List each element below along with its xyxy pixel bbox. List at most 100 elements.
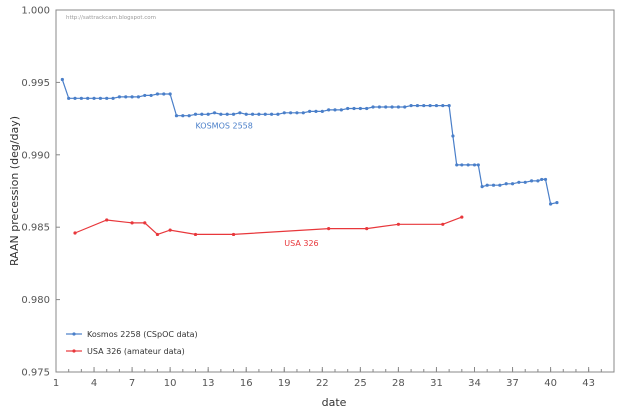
x-tick-label: 1 bbox=[53, 378, 59, 389]
data-point bbox=[181, 114, 185, 118]
legend-swatch-point bbox=[72, 332, 76, 336]
data-point bbox=[269, 112, 274, 116]
data-point bbox=[529, 179, 534, 183]
y-tick-label: 0.990 bbox=[21, 150, 50, 161]
data-point bbox=[390, 105, 394, 109]
legend-label: USA 326 (amateur data) bbox=[87, 347, 185, 356]
data-point bbox=[339, 108, 343, 112]
data-point bbox=[384, 105, 388, 109]
data-point bbox=[320, 109, 324, 113]
data-point bbox=[510, 182, 515, 186]
data-point bbox=[143, 93, 147, 98]
data-point bbox=[480, 185, 484, 189]
data-point bbox=[162, 92, 166, 96]
data-point bbox=[498, 183, 502, 187]
data-point bbox=[455, 163, 459, 167]
data-point bbox=[257, 112, 261, 116]
data-point bbox=[491, 183, 496, 187]
data-point bbox=[327, 108, 331, 112]
data-point bbox=[238, 111, 242, 115]
data-point bbox=[143, 221, 147, 225]
data-point bbox=[111, 96, 115, 100]
data-point bbox=[352, 106, 356, 111]
data-point bbox=[346, 106, 350, 111]
data-point bbox=[434, 103, 439, 108]
y-axis-ticks: 0.975 0.980 0.985 0.990 0.995 1.000 bbox=[21, 6, 60, 379]
data-point bbox=[130, 221, 134, 225]
data-point bbox=[548, 202, 553, 206]
watermark: http://sattrackcam.blogspot.com bbox=[66, 15, 156, 21]
data-point bbox=[92, 96, 96, 100]
data-point bbox=[377, 105, 381, 109]
data-point bbox=[555, 200, 559, 205]
series-annotation: USA 326 bbox=[284, 239, 318, 248]
data-point bbox=[168, 228, 172, 232]
x-tick-label: 34 bbox=[468, 378, 481, 389]
data-point bbox=[289, 111, 293, 115]
legend-swatch-point bbox=[72, 349, 76, 353]
y-tick-label: 0.975 bbox=[21, 368, 50, 379]
data-point bbox=[504, 182, 508, 186]
data-point bbox=[517, 180, 521, 184]
data-point bbox=[86, 96, 90, 100]
data-point bbox=[124, 95, 128, 99]
x-axis-title: date bbox=[322, 396, 347, 409]
data-point bbox=[441, 222, 445, 226]
x-tick-label: 13 bbox=[202, 378, 215, 389]
data-point bbox=[250, 112, 255, 116]
data-point bbox=[174, 114, 179, 118]
data-point bbox=[282, 111, 286, 115]
x-tick-label: 37 bbox=[506, 378, 519, 389]
x-tick-label: 16 bbox=[240, 378, 253, 389]
y-tick-label: 0.980 bbox=[21, 295, 50, 306]
data-point bbox=[200, 112, 204, 116]
series-line bbox=[61, 79, 558, 205]
data-point bbox=[536, 179, 540, 183]
data-point bbox=[472, 163, 477, 167]
data-point bbox=[308, 109, 312, 113]
data-point bbox=[117, 95, 122, 99]
x-axis-ticks: 1 4 7 10 13 16 19 22 25 28 31 34 37 40 43 bbox=[53, 367, 615, 389]
data-point bbox=[60, 77, 64, 82]
plot-area bbox=[55, 9, 615, 373]
data-point bbox=[523, 180, 527, 184]
data-point bbox=[540, 177, 544, 182]
data-point bbox=[105, 218, 109, 222]
data-point bbox=[276, 112, 280, 116]
data-point bbox=[73, 231, 77, 235]
data-point bbox=[333, 108, 337, 112]
x-tick-label: 19 bbox=[278, 378, 291, 389]
series-annotations: KOSMOS 2558 USA 326 bbox=[196, 122, 319, 248]
data-point bbox=[396, 105, 401, 109]
data-point bbox=[105, 96, 109, 100]
data-point bbox=[460, 215, 464, 219]
data-point bbox=[73, 96, 77, 100]
data-point bbox=[409, 103, 413, 108]
y-tick-label: 0.985 bbox=[21, 223, 50, 234]
data-point bbox=[485, 183, 489, 187]
x-tick-label: 22 bbox=[316, 378, 329, 389]
data-point bbox=[193, 112, 198, 116]
data-point bbox=[460, 163, 464, 167]
data-point bbox=[451, 134, 455, 138]
data-point bbox=[193, 232, 198, 237]
x-tick-label: 31 bbox=[430, 378, 443, 389]
data-point bbox=[543, 177, 548, 182]
y-axis-title: RAAN precession (deg/day) bbox=[8, 116, 21, 266]
data-point bbox=[187, 114, 191, 118]
data-point bbox=[130, 95, 134, 99]
data-point bbox=[206, 112, 210, 116]
x-tick-label: 25 bbox=[354, 378, 367, 389]
data-point bbox=[403, 105, 407, 109]
data-point bbox=[231, 232, 236, 237]
data-point bbox=[365, 227, 369, 231]
data-point bbox=[327, 227, 331, 231]
data-point bbox=[365, 106, 369, 111]
data-point bbox=[155, 232, 160, 237]
x-tick-label: 40 bbox=[544, 378, 557, 389]
data-point bbox=[231, 112, 236, 116]
data-point bbox=[79, 96, 83, 100]
data-point bbox=[212, 111, 217, 115]
data-point bbox=[155, 92, 160, 96]
